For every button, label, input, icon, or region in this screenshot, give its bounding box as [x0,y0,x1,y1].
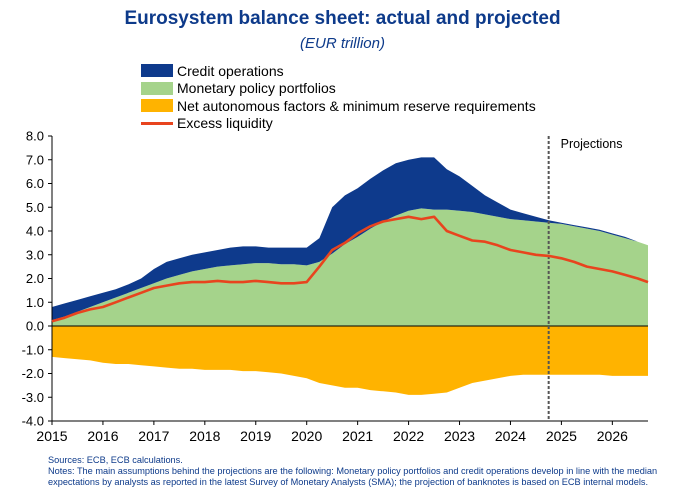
legend-item-naf: Net autonomous factors & minimum reserve… [141,97,536,115]
y-tick-label: 3.0 [26,247,44,262]
x-tick-label: 2025 [546,428,577,444]
footnote-notes: Notes: The main assumptions behind the p… [48,466,658,487]
x-tick-label: 2023 [444,428,475,444]
x-tick-label: 2019 [240,428,271,444]
x-tick-label: 2020 [291,428,322,444]
y-tick-label: 5.0 [26,200,44,215]
x-tick-label: 2022 [393,428,424,444]
x-tick-label: 2026 [597,428,628,444]
axes-layer: 8.0 7.0 6.0 5.0 4.0 3.0 2.0 1.0 0.0 -1.0 -2.0 -3.0 -… [22,129,648,444]
x-tick-label: 2015 [36,428,67,444]
y-tick-label: -4.0 [22,414,44,429]
legend-swatch-mpp [141,81,173,95]
legend-item-credit: Credit operations [141,62,536,80]
y-tick-label: 8.0 [26,129,44,144]
footnote-sources: Sources: ECB, ECB calculations. [48,455,183,465]
y-tick-label: 0.0 [26,319,44,334]
legend-swatch-credit [141,64,173,78]
excess-liquidity-line [51,215,649,323]
lines-layer: Projections [51,136,649,421]
projection-label: Projections [561,137,623,151]
x-tick-label: 2024 [495,428,526,444]
y-tick-label: 6.0 [26,176,44,191]
legend-label-excess: Excess liquidity [177,115,273,132]
y-tick-label: 2.0 [26,271,44,286]
legend-label-naf: Net autonomous factors & minimum reserve… [177,97,536,114]
legend-label-mpp: Monetary policy portfolios [177,80,336,97]
y-tick-label: 4.0 [26,224,44,239]
areas-layer [52,157,648,395]
chart-title: Eurosystem balance sheet: actual and pro… [124,8,561,29]
footnote: Sources: ECB, ECB calculations. Notes: T… [48,455,678,488]
legend: Credit operations Monetary policy portfo… [141,62,536,132]
y-tick-label: -2.0 [22,366,44,381]
x-tick-label: 2021 [342,428,373,444]
legend-item-excess: Excess liquidity [141,115,536,133]
y-tick-label: -1.0 [22,342,44,357]
legend-item-mpp: Monetary policy portfolios [141,80,536,98]
x-tick-label: 2018 [189,428,220,444]
mpp-area [52,208,648,326]
legend-swatch-excess [141,121,173,125]
legend-label-credit: Credit operations [177,62,284,79]
y-tick-label: -3.0 [22,390,44,405]
chart-subtitle: (EUR trillion) [299,35,385,52]
chart-plot: 8.0 7.0 6.0 5.0 4.0 3.0 2.0 1.0 0.0 -1.0 -2.0 -3.0 -… [22,129,649,444]
legend-swatch-naf [141,99,173,113]
y-tick-label: 7.0 [26,152,44,167]
y-tick-label: 1.0 [26,295,44,310]
x-tick-label: 2017 [138,428,169,444]
x-tick-label: 2016 [87,428,118,444]
naf-area [52,326,648,395]
